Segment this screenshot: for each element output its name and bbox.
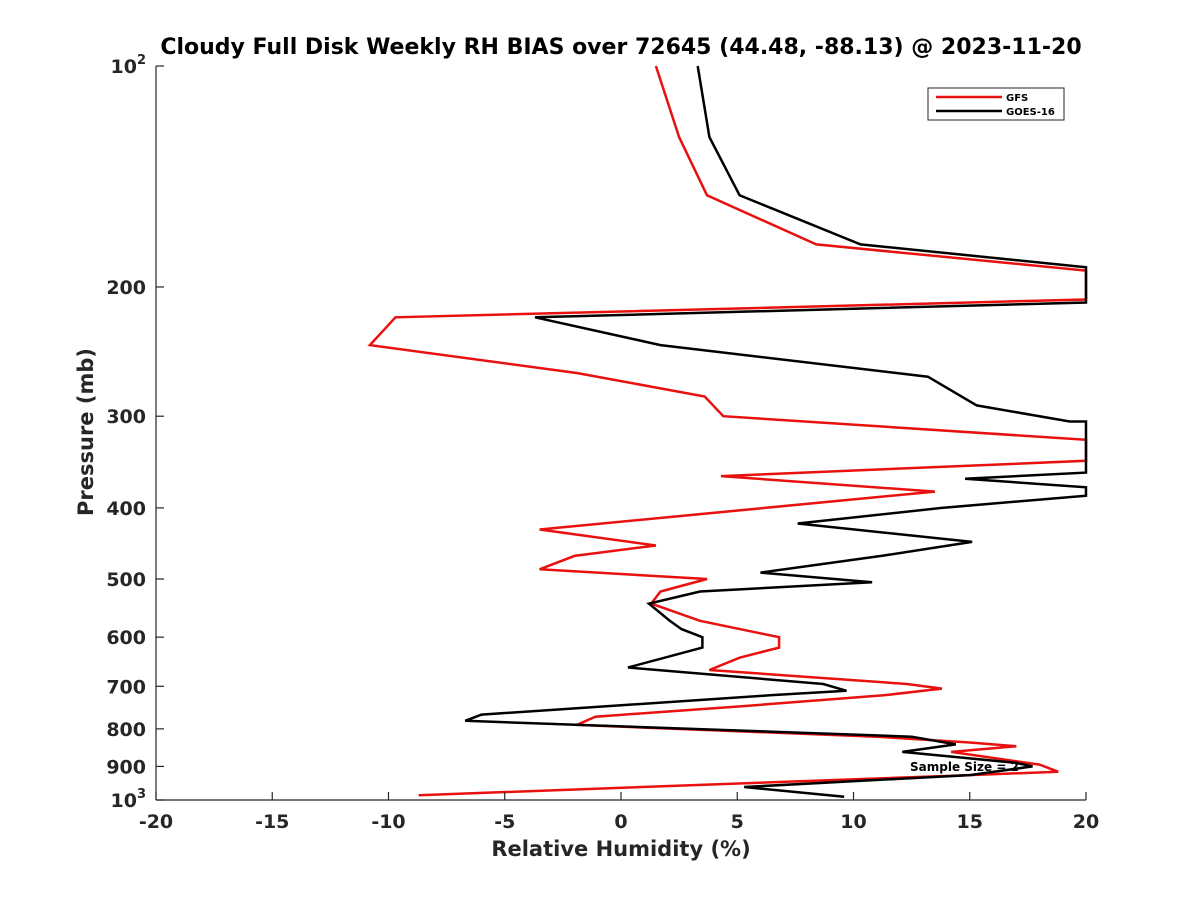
series-line-goes16	[464, 65, 1088, 799]
plot-area: -20 -15 -10 -5 0 5 10 15 20 102 200 300 400 500 600 70…	[106, 53, 1099, 833]
y-ticks: 102 200 300 400 500 600 700 800 900 103	[106, 53, 164, 812]
series-layer	[367, 65, 1088, 799]
legend-label-gfs: GFS	[1006, 93, 1028, 104]
y-tick-label: 800	[106, 719, 146, 741]
x-tick-label: -15	[255, 811, 289, 833]
x-tick-label: -5	[494, 811, 515, 833]
y-tick-label: 500	[106, 569, 146, 591]
y-tick-label: 300	[106, 406, 146, 428]
x-tick-label: 20	[1073, 811, 1099, 833]
x-tick-label: -10	[371, 811, 405, 833]
chart-title: Cloudy Full Disk Weekly RH BIAS over 726…	[160, 35, 1081, 60]
y-tick-label: 400	[106, 498, 146, 520]
series-line-gfs	[367, 65, 1088, 797]
y-tick-label: 102	[111, 53, 147, 78]
sample-size-annotation: Sample Size = 2	[910, 760, 1019, 774]
x-tick-label: -20	[139, 811, 173, 833]
y-tick-label: 700	[106, 676, 146, 698]
y-tick-label: 600	[106, 627, 146, 649]
legend-box	[927, 87, 1065, 121]
y-tick-label: 900	[106, 756, 146, 778]
x-axis-label: Relative Humidity (%)	[491, 837, 750, 861]
legend: GFS GOES-16	[927, 87, 1065, 121]
x-tick-label: 15	[957, 811, 983, 833]
y-tick-label: 103	[111, 787, 147, 812]
y-axis-label: Pressure (mb)	[74, 348, 98, 516]
legend-label-goes16: GOES-16	[1006, 107, 1055, 118]
x-ticks: -20 -15 -10 -5 0 5 10 15 20	[139, 792, 1099, 833]
y-tick-label: 200	[106, 277, 146, 299]
x-tick-label: 5	[731, 811, 744, 833]
x-tick-label: 0	[614, 811, 627, 833]
x-tick-label: 10	[840, 811, 866, 833]
